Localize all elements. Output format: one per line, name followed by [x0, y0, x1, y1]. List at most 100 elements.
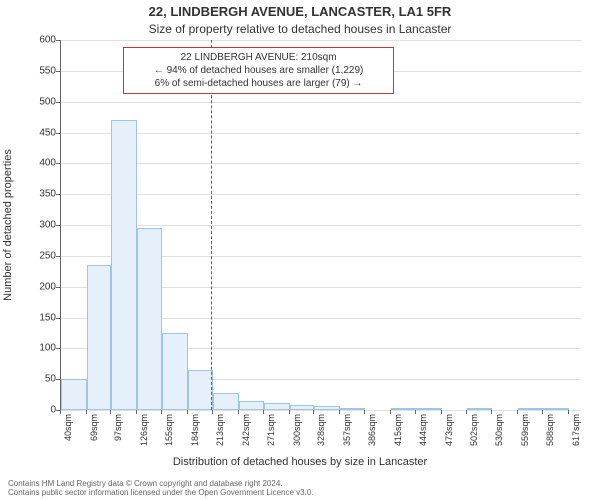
x-tick-label: 473sqm — [444, 414, 454, 446]
histogram-bar — [213, 393, 239, 410]
y-axis-title: Number of detached properties — [2, 149, 14, 301]
y-tick-label: 300 — [16, 220, 56, 231]
y-tick-label: 500 — [16, 96, 56, 107]
x-tick-mark — [568, 410, 569, 414]
histogram-bar — [290, 405, 315, 410]
y-tick-label: 0 — [16, 405, 56, 416]
y-tick-label: 100 — [16, 343, 56, 354]
y-tick-mark — [56, 287, 60, 288]
x-tick-mark — [212, 410, 213, 414]
y-tick-mark — [56, 163, 60, 164]
y-tick-label: 150 — [16, 312, 56, 323]
x-tick-label: 155sqm — [164, 414, 174, 446]
histogram-bar — [518, 408, 544, 410]
x-tick-label: 40sqm — [63, 414, 73, 441]
histogram-bar — [543, 408, 569, 410]
reference-line — [211, 40, 212, 410]
grid-line — [61, 225, 581, 226]
annotation-line: ← 94% of detached houses are smaller (1,… — [130, 64, 386, 77]
x-tick-mark — [491, 410, 492, 414]
y-tick-mark — [56, 348, 60, 349]
x-tick-label: 271sqm — [266, 414, 276, 446]
y-tick-label: 550 — [16, 65, 56, 76]
x-tick-label: 530sqm — [494, 414, 504, 446]
chart-container: 22, LINDBERGH AVENUE, LANCASTER, LA1 5FR… — [0, 0, 600, 500]
histogram-bar — [188, 370, 214, 410]
grid-line — [61, 163, 581, 164]
y-tick-label: 200 — [16, 281, 56, 292]
x-tick-label: 559sqm — [520, 414, 530, 446]
x-tick-mark — [339, 410, 340, 414]
x-tick-label: 357sqm — [342, 414, 352, 446]
x-axis-title: Distribution of detached houses by size … — [0, 456, 600, 468]
x-tick-label: 386sqm — [367, 414, 377, 446]
x-tick-mark — [187, 410, 188, 414]
x-tick-label: 69sqm — [89, 414, 99, 441]
grid-line — [61, 194, 581, 195]
grid-line — [61, 410, 581, 411]
y-tick-mark — [56, 194, 60, 195]
x-tick-label: 97sqm — [113, 414, 123, 441]
x-tick-label: 617sqm — [571, 414, 581, 446]
plot-area: 22 LINDBERGH AVENUE: 210sqm← 94% of deta… — [60, 40, 581, 411]
y-tick-label: 350 — [16, 189, 56, 200]
x-tick-label: 588sqm — [545, 414, 555, 446]
chart-subtitle: Size of property relative to detached ho… — [0, 22, 600, 36]
y-tick-label: 600 — [16, 35, 56, 46]
histogram-bar — [137, 228, 163, 410]
grid-line — [61, 133, 581, 134]
x-tick-mark — [136, 410, 137, 414]
x-tick-label: 415sqm — [393, 414, 403, 446]
x-tick-label: 328sqm — [316, 414, 326, 446]
x-tick-mark — [86, 410, 87, 414]
grid-line — [61, 40, 581, 41]
x-tick-mark — [313, 410, 314, 414]
x-tick-label: 184sqm — [190, 414, 200, 446]
x-tick-label: 126sqm — [139, 414, 149, 446]
x-tick-mark — [263, 410, 264, 414]
annotation-line: 22 LINDBERGH AVENUE: 210sqm — [130, 51, 386, 64]
x-tick-label: 502sqm — [469, 414, 479, 446]
x-tick-mark — [415, 410, 416, 414]
y-tick-label: 50 — [16, 374, 56, 385]
histogram-bar — [314, 406, 340, 410]
x-tick-mark — [289, 410, 290, 414]
footer-attribution: Contains HM Land Registry data © Crown c… — [8, 479, 314, 498]
x-tick-mark — [466, 410, 467, 414]
x-tick-mark — [364, 410, 365, 414]
histogram-bar — [416, 408, 442, 410]
x-tick-label: 444sqm — [418, 414, 428, 446]
grid-line — [61, 102, 581, 103]
x-tick-mark — [238, 410, 239, 414]
x-tick-mark — [517, 410, 518, 414]
y-tick-label: 250 — [16, 250, 56, 261]
y-tick-label: 400 — [16, 158, 56, 169]
chart-title: 22, LINDBERGH AVENUE, LANCASTER, LA1 5FR — [0, 4, 600, 19]
y-tick-label: 450 — [16, 127, 56, 138]
histogram-bar — [264, 403, 290, 410]
x-tick-mark — [390, 410, 391, 414]
y-tick-mark — [56, 379, 60, 380]
x-tick-mark — [542, 410, 543, 414]
x-tick-mark — [60, 410, 61, 414]
histogram-bar — [61, 379, 87, 410]
y-tick-mark — [56, 71, 60, 72]
annotation-line: 6% of semi-detached houses are larger (7… — [130, 77, 386, 90]
histogram-bar — [340, 408, 366, 410]
y-tick-mark — [56, 225, 60, 226]
y-tick-mark — [56, 256, 60, 257]
histogram-bar — [162, 333, 188, 410]
annotation-box: 22 LINDBERGH AVENUE: 210sqm← 94% of deta… — [123, 47, 393, 94]
y-tick-mark — [56, 133, 60, 134]
y-tick-mark — [56, 40, 60, 41]
x-tick-mark — [441, 410, 442, 414]
x-tick-label: 300sqm — [292, 414, 302, 446]
histogram-bar — [467, 408, 492, 410]
y-tick-mark — [56, 102, 60, 103]
histogram-bar — [391, 408, 417, 410]
histogram-bar — [87, 265, 112, 410]
x-tick-label: 213sqm — [215, 414, 225, 446]
y-tick-mark — [56, 318, 60, 319]
histogram-bar — [239, 401, 265, 410]
footer-line2: Contains public sector information licen… — [8, 488, 314, 498]
